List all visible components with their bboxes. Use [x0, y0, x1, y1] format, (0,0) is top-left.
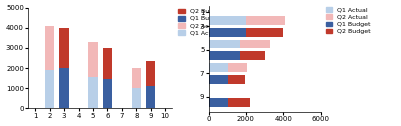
Bar — [45, 26, 55, 70]
Bar — [240, 40, 270, 48]
Bar — [45, 70, 55, 108]
Bar — [103, 79, 112, 108]
Bar — [228, 98, 250, 107]
Bar — [132, 88, 141, 108]
Bar — [228, 75, 245, 84]
Bar — [132, 68, 141, 88]
Bar — [240, 51, 265, 60]
Bar — [209, 40, 240, 48]
Bar — [88, 77, 98, 108]
Bar — [59, 68, 69, 108]
Bar — [209, 51, 240, 60]
Bar — [209, 75, 228, 84]
Bar — [246, 16, 285, 25]
Legend: Q1 Actual, Q2 Actual, Q1 Budget, Q2 Budget: Q1 Actual, Q2 Actual, Q1 Budget, Q2 Budg… — [326, 7, 371, 34]
Bar — [103, 48, 112, 79]
Bar — [209, 63, 228, 72]
Bar — [228, 63, 247, 72]
Bar — [146, 61, 156, 86]
Bar — [88, 42, 98, 77]
Legend: Q2 Budget, Q1 Budget, Q2 Actual, Q1 Actual: Q2 Budget, Q1 Budget, Q2 Actual, Q1 Actu… — [178, 9, 223, 36]
Bar — [246, 28, 284, 37]
Bar — [146, 86, 156, 108]
Bar — [59, 28, 69, 68]
Bar — [209, 28, 246, 37]
Bar — [209, 16, 246, 25]
Bar — [209, 98, 228, 107]
